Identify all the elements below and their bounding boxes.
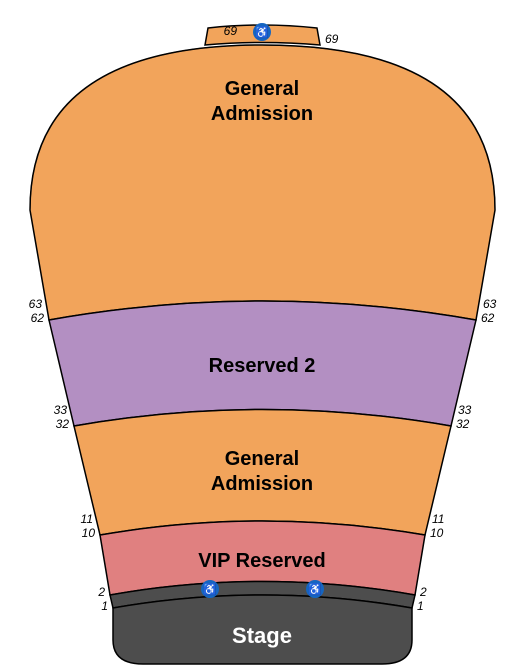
label-ga-lower-2: Admission — [211, 473, 313, 495]
svg-text:♿: ♿ — [203, 583, 217, 596]
label-ga-lower-1: General — [225, 448, 299, 470]
label-stage: Stage — [232, 623, 292, 648]
svg-text:♿: ♿ — [255, 26, 269, 39]
label-ga-upper-2: Admission — [211, 103, 313, 125]
ada-icon-bottom-left: ♿ — [201, 580, 219, 598]
ada-icon-bottom-right: ♿ — [306, 580, 324, 598]
row-1-left: 1 — [101, 599, 108, 613]
row-33-right: 33 — [458, 403, 472, 417]
row-10-right: 10 — [430, 526, 444, 540]
label-reserved2: Reserved 2 — [209, 355, 316, 377]
row-32-right: 32 — [456, 417, 470, 431]
row-33-left: 33 — [54, 403, 68, 417]
row-32-left: 32 — [56, 417, 70, 431]
row-2-left: 2 — [97, 585, 105, 599]
row-69-left: 69 — [224, 24, 238, 38]
svg-text:♿: ♿ — [308, 583, 322, 596]
row-63-right: 63 — [483, 297, 497, 311]
row-10-left: 10 — [82, 526, 96, 540]
row-63-left: 63 — [29, 297, 43, 311]
ada-icon-top: ♿ — [253, 23, 271, 41]
row-11-right: 11 — [432, 512, 444, 526]
row-11-left: 11 — [81, 512, 93, 526]
row-1-right: 1 — [417, 599, 424, 613]
row-62-left: 62 — [31, 311, 45, 325]
row-2-right: 2 — [419, 585, 427, 599]
label-vip: VIP Reserved — [198, 550, 326, 572]
row-62-right: 62 — [481, 311, 495, 325]
row-69-right: 69 — [325, 32, 339, 46]
seating-chart: General Admission Reserved 2 General Adm… — [0, 0, 525, 670]
label-ga-upper-1: General — [225, 78, 299, 100]
